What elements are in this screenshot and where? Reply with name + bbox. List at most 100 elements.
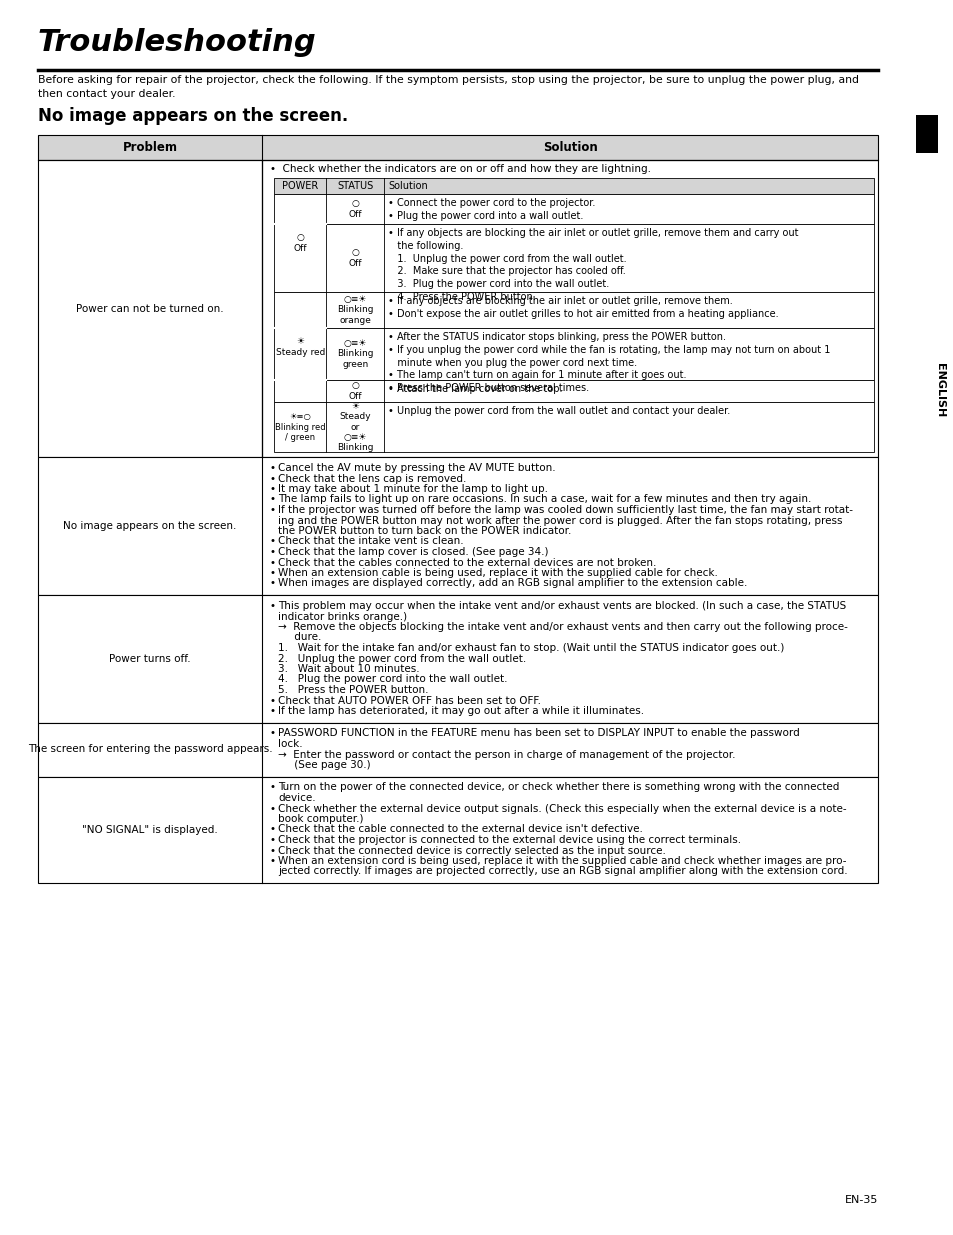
- Text: •: •: [269, 505, 275, 515]
- Text: ○≡☀
Blinking
green: ○≡☀ Blinking green: [336, 340, 374, 369]
- Text: • After the STATUS indicator stops blinking, press the POWER button.
• If you un: • After the STATUS indicator stops blink…: [388, 332, 830, 393]
- Text: Troubleshooting: Troubleshooting: [38, 28, 316, 57]
- Text: dure.: dure.: [278, 632, 321, 642]
- Text: book computer.): book computer.): [278, 814, 363, 824]
- Bar: [274, 403, 873, 452]
- Text: "NO SIGNAL" is displayed.: "NO SIGNAL" is displayed.: [82, 825, 218, 835]
- Text: Cancel the AV mute by pressing the AV MUTE button.: Cancel the AV mute by pressing the AV MU…: [278, 463, 556, 473]
- Bar: [274, 291, 873, 329]
- Text: Before asking for repair of the projector, check the following. If the symptom p: Before asking for repair of the projecto…: [38, 75, 858, 99]
- Text: •: •: [269, 578, 275, 589]
- Text: Check that the lamp cover is closed. (See page 34.): Check that the lamp cover is closed. (Se…: [278, 547, 548, 557]
- Text: The lamp fails to light up on rare occasions. In such a case, wait for a few min: The lamp fails to light up on rare occas…: [278, 494, 811, 505]
- Text: No image appears on the screen.: No image appears on the screen.: [38, 107, 348, 125]
- Text: Check that the projector is connected to the external device using the correct t: Check that the projector is connected to…: [278, 835, 740, 845]
- Text: indicator brinks orange.): indicator brinks orange.): [278, 611, 407, 621]
- Text: •: •: [269, 568, 275, 578]
- Text: • Unplug the power cord from the wall outlet and contact your dealer.: • Unplug the power cord from the wall ou…: [388, 406, 730, 416]
- Text: •: •: [269, 846, 275, 856]
- Bar: [262, 161, 877, 457]
- Text: Problem: Problem: [123, 141, 177, 154]
- Text: •: •: [269, 547, 275, 557]
- Bar: [915, 115, 937, 153]
- Text: EN-35: EN-35: [843, 1195, 877, 1205]
- Text: The screen for entering the password appears.: The screen for entering the password app…: [28, 745, 273, 755]
- Text: Power turns off.: Power turns off.: [110, 653, 191, 663]
- Text: • If any objects are blocking the air inlet or outlet grille, remove them and ca: • If any objects are blocking the air in…: [388, 228, 798, 303]
- Text: the POWER button to turn back on the POWER indicator.: the POWER button to turn back on the POW…: [278, 526, 571, 536]
- Text: If the lamp has deteriorated, it may go out after a while it illuminates.: If the lamp has deteriorated, it may go …: [278, 706, 643, 716]
- Text: ○
Off: ○ Off: [294, 233, 307, 253]
- Text: 4.   Plug the power cord into the wall outlet.: 4. Plug the power cord into the wall out…: [278, 674, 507, 684]
- Text: ○≡☀
Blinking
orange: ○≡☀ Blinking orange: [336, 295, 374, 325]
- Text: ☀≡○
Blinking red
/ green: ☀≡○ Blinking red / green: [274, 412, 325, 442]
- Text: No image appears on the screen.: No image appears on the screen.: [64, 521, 236, 531]
- Text: ENGLISH: ENGLISH: [934, 363, 944, 417]
- Text: Check that the cable connected to the external device isn't defective.: Check that the cable connected to the ex…: [278, 825, 642, 835]
- Bar: [38, 777, 877, 883]
- Text: 1.   Wait for the intake fan and/or exhaust fan to stop. (Wait until the STATUS : 1. Wait for the intake fan and/or exhaus…: [278, 643, 783, 653]
- Bar: [274, 380, 873, 403]
- Text: Power can not be turned on.: Power can not be turned on.: [76, 304, 224, 314]
- Text: •: •: [269, 706, 275, 716]
- Text: PASSWORD FUNCTION in the FEATURE menu has been set to DISPLAY INPUT to enable th: PASSWORD FUNCTION in the FEATURE menu ha…: [278, 729, 800, 739]
- Text: →  Enter the password or contact the person in charge of management of the proje: → Enter the password or contact the pers…: [278, 750, 735, 760]
- Text: • Attach the lamp cover on the top.: • Attach the lamp cover on the top.: [388, 384, 562, 394]
- Text: ☀
Steady
or
○≡☀
Blinking: ☀ Steady or ○≡☀ Blinking: [336, 401, 374, 452]
- Text: •: •: [269, 494, 275, 505]
- Text: 3.   Wait about 10 minutes.: 3. Wait about 10 minutes.: [278, 664, 419, 674]
- Text: •: •: [269, 783, 275, 793]
- Text: •: •: [269, 484, 275, 494]
- Text: Turn on the power of the connected device, or check whether there is something w: Turn on the power of the connected devic…: [278, 783, 839, 793]
- Text: This problem may occur when the intake vent and/or exhaust vents are blocked. (I: This problem may occur when the intake v…: [278, 601, 845, 611]
- Text: •: •: [269, 463, 275, 473]
- Text: •: •: [269, 695, 275, 705]
- Text: Check whether the external device output signals. (Check this especially when th: Check whether the external device output…: [278, 804, 846, 814]
- Text: •: •: [269, 729, 275, 739]
- Text: If the projector was turned off before the lamp was cooled down sufficiently las: If the projector was turned off before t…: [278, 505, 852, 515]
- Text: POWER: POWER: [282, 182, 318, 191]
- Text: ○
Off: ○ Off: [348, 199, 361, 219]
- Text: •: •: [269, 536, 275, 547]
- Text: Check that the connected device is correctly selected as the input source.: Check that the connected device is corre…: [278, 846, 665, 856]
- Bar: [38, 135, 877, 161]
- Text: It may take about 1 minute for the lamp to light up.: It may take about 1 minute for the lamp …: [278, 484, 548, 494]
- Text: 5.   Press the POWER button.: 5. Press the POWER button.: [278, 685, 428, 695]
- Text: •: •: [269, 804, 275, 814]
- Text: lock.: lock.: [278, 739, 303, 748]
- Bar: [38, 722, 877, 777]
- Text: Check that the lens cap is removed.: Check that the lens cap is removed.: [278, 473, 466, 483]
- Text: • If any objects are blocking the air inlet or outlet grille, remove them.
• Don: • If any objects are blocking the air in…: [388, 296, 778, 319]
- Text: jected correctly. If images are projected correctly, use an RGB signal amplifier: jected correctly. If images are projecte…: [278, 867, 847, 877]
- Text: •: •: [269, 601, 275, 611]
- Bar: [274, 329, 873, 380]
- Text: When an extension cord is being used, replace it with the supplied cable and che: When an extension cord is being used, re…: [278, 856, 846, 866]
- Text: 2.   Unplug the power cord from the wall outlet.: 2. Unplug the power cord from the wall o…: [278, 653, 526, 663]
- Text: •  Check whether the indicators are on or off and how they are lightning.: • Check whether the indicators are on or…: [270, 164, 651, 174]
- Text: STATUS: STATUS: [336, 182, 373, 191]
- Bar: [274, 224, 873, 291]
- Bar: [274, 194, 873, 224]
- Bar: [38, 595, 877, 722]
- Text: Check that the intake vent is clean.: Check that the intake vent is clean.: [278, 536, 463, 547]
- Text: •: •: [269, 473, 275, 483]
- Text: Solution: Solution: [388, 182, 428, 191]
- Text: ☀
Steady red: ☀ Steady red: [275, 337, 325, 357]
- Text: →  Remove the objects blocking the intake vent and/or exhaust vents and then car: → Remove the objects blocking the intake…: [278, 622, 847, 632]
- Bar: [274, 178, 873, 194]
- Text: When an extension cable is being used, replace it with the supplied cable for ch: When an extension cable is being used, r…: [278, 568, 718, 578]
- Text: •: •: [269, 557, 275, 568]
- Bar: [38, 457, 877, 595]
- Text: • Connect the power cord to the projector.
• Plug the power cord into a wall out: • Connect the power cord to the projecto…: [388, 198, 595, 221]
- Text: (See page 30.): (See page 30.): [278, 760, 371, 769]
- Text: ing and the POWER button may not work after the power cord is plugged. After the: ing and the POWER button may not work af…: [278, 515, 841, 526]
- Text: device.: device.: [278, 793, 315, 803]
- Text: •: •: [269, 835, 275, 845]
- Text: ○
Off: ○ Off: [348, 382, 361, 400]
- Text: •: •: [269, 825, 275, 835]
- Bar: [38, 161, 262, 457]
- Text: •: •: [269, 856, 275, 866]
- Text: Check that the cables connected to the external devices are not broken.: Check that the cables connected to the e…: [278, 557, 656, 568]
- Text: Solution: Solution: [542, 141, 597, 154]
- Text: ○
Off: ○ Off: [348, 248, 361, 268]
